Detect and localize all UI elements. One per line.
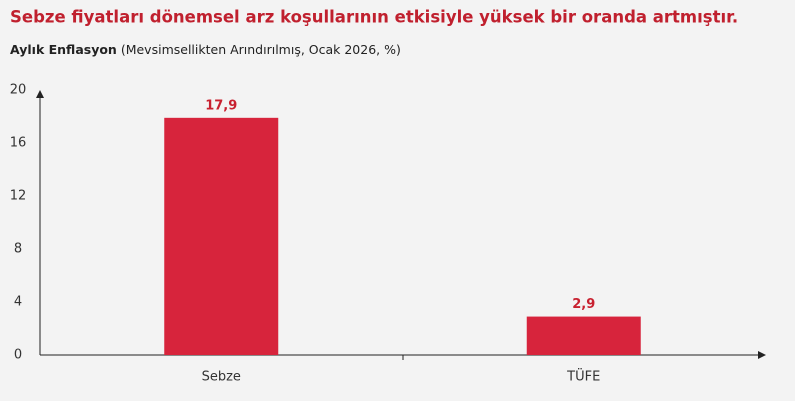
value-label: 2,9 [572,297,595,312]
bar [526,316,641,355]
y-tick-label: 4 [14,295,22,310]
y-tick-label: 0 [14,348,22,363]
x-axis-arrow [758,351,766,359]
value-label: 17,9 [205,98,237,113]
y-tick-label: 16 [10,136,27,151]
y-axis-arrow [36,90,44,98]
bar [164,117,279,355]
y-tick-label: 12 [10,189,27,204]
y-tick-label: 8 [14,242,22,257]
subtitle-note: (Mevsimsellikten Arındırılmış, Ocak 2026… [121,42,401,57]
y-tick-label: 20 [10,83,27,98]
chart-subtitle: Aylık Enflasyon (Mevsimsellikten Arındırı… [10,42,401,57]
subtitle-main: Aylık Enflasyon [10,42,117,57]
x-tick-label: Sebze [202,370,241,385]
x-tick-label: TÜFE [566,368,600,385]
chart-title: Sebze fiyatları dönemsel arz koşullarını… [10,8,738,27]
